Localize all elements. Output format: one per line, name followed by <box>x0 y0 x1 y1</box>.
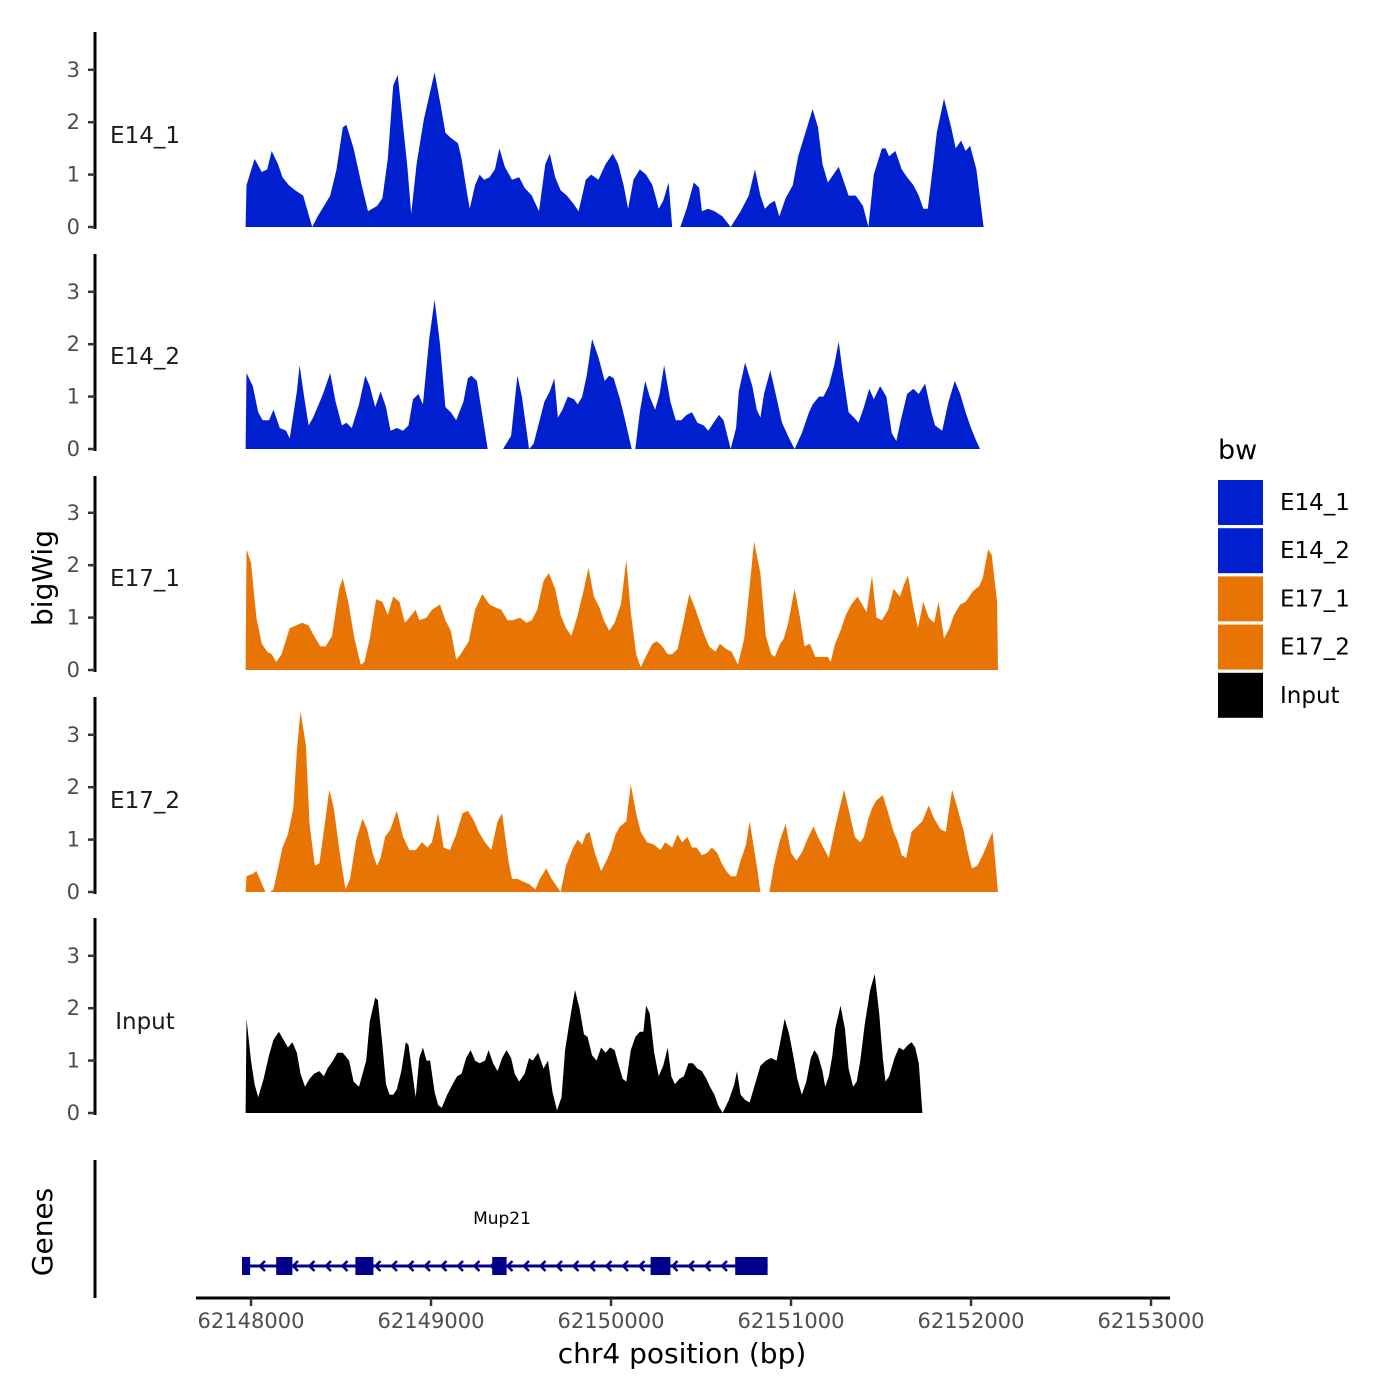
strand-arrow <box>621 1260 629 1272</box>
strand-arrow <box>439 1260 448 1272</box>
x-axis: 62148000 62149000 62150000 62151000 62152000… <box>196 1296 1205 1333</box>
strand-arrow <box>670 1260 679 1272</box>
track-e17-2: 0 1 2 3 E17_2 <box>67 697 999 904</box>
strand-arrow <box>324 1260 332 1272</box>
y-tick-label: 3 <box>67 58 80 82</box>
strand-arrow <box>340 1260 349 1272</box>
exon-block <box>355 1257 374 1275</box>
coverage-area-e17-2 <box>245 711 999 892</box>
strand-arrow <box>406 1260 415 1272</box>
legend: bw E14_1 E14_2 E17_1 E17_2 Input <box>1218 435 1350 718</box>
exon-block <box>276 1257 293 1275</box>
y-tick-label: 1 <box>67 385 80 409</box>
legend-label: E14_1 <box>1280 490 1350 516</box>
y-tick-label: 2 <box>67 996 80 1020</box>
bigwig-tracks: 0 1 2 3 E14_1 0 1 2 3 E14_2 0 1 2 3 E17_1 0 1 2 3 E17_2 0 1 2 3… <box>67 32 999 1125</box>
x-tick-label: 62149000 <box>378 1309 485 1333</box>
strand-arrow <box>472 1260 481 1272</box>
y-tick-label: 0 <box>67 1101 80 1125</box>
strand-arrow <box>720 1260 728 1272</box>
y-tick-label: 0 <box>67 880 80 904</box>
x-tick-label: 62151000 <box>738 1309 845 1333</box>
x-tick-label: 62150000 <box>558 1309 665 1333</box>
track-label: Input <box>115 1009 175 1035</box>
gene-mup21: Mup21 <box>242 1209 768 1275</box>
coverage-area-input <box>245 974 923 1113</box>
y-axis-title: bigWig <box>26 530 59 626</box>
gene-label: Mup21 <box>473 1209 531 1229</box>
strand-arrow <box>291 1260 299 1272</box>
y-tick-label: 3 <box>67 723 80 747</box>
y-tick-label: 2 <box>67 332 80 356</box>
track-label: E17_1 <box>110 566 180 592</box>
x-axis-title: chr4 position (bp) <box>558 1337 807 1370</box>
y-tick-label: 1 <box>67 828 80 852</box>
strand-arrow <box>522 1260 530 1272</box>
exon-block <box>492 1257 507 1275</box>
exon-block <box>650 1257 671 1275</box>
strand-arrow <box>555 1260 563 1272</box>
strand-arrow <box>538 1260 547 1272</box>
strand-arrow <box>373 1260 382 1272</box>
legend-swatch-e14-2 <box>1218 528 1263 574</box>
y-tick-label: 1 <box>67 1049 80 1073</box>
strand-arrow <box>588 1260 596 1272</box>
y-tick-label: 1 <box>67 606 80 630</box>
strand-arrow <box>604 1260 613 1272</box>
strand-arrow <box>456 1260 464 1272</box>
y-tick-label: 0 <box>67 215 80 239</box>
genes-axis-title: Genes <box>26 1188 59 1276</box>
legend-swatch-e14-1 <box>1218 480 1263 525</box>
y-tick-label: 2 <box>67 110 80 134</box>
coverage-area-e17-1 <box>245 541 999 670</box>
track-e14-2: 0 1 2 3 E14_2 <box>67 254 981 461</box>
gene-track: Mup21 <box>93 1160 768 1298</box>
legend-swatch-e17-2 <box>1218 624 1263 670</box>
track-label: E17_2 <box>110 788 180 814</box>
strand-arrow <box>505 1260 514 1272</box>
strand-arrow <box>687 1260 695 1272</box>
legend-label: Input <box>1280 683 1340 709</box>
strand-arrow <box>390 1260 398 1272</box>
x-tick-label: 62148000 <box>198 1309 305 1333</box>
y-tick-label: 2 <box>67 553 80 577</box>
legend-label: E17_1 <box>1280 586 1350 612</box>
y-tick-label: 3 <box>67 280 80 304</box>
legend-title: bw <box>1218 435 1257 466</box>
exon-block <box>735 1257 768 1275</box>
track-e17-1: 0 1 2 3 E17_1 <box>67 476 999 682</box>
coverage-area-e14-2 <box>245 299 981 449</box>
strand-arrow <box>307 1260 316 1272</box>
strand-arrow <box>258 1260 266 1272</box>
y-tick-label: 0 <box>67 437 80 461</box>
legend-label: E14_2 <box>1280 538 1350 564</box>
track-e14-1: 0 1 2 3 E14_1 <box>67 32 984 239</box>
y-tick-label: 0 <box>67 658 80 682</box>
track-label: E14_1 <box>110 123 180 149</box>
legend-swatch-input <box>1218 672 1263 718</box>
y-tick-label: 2 <box>67 775 80 799</box>
exon-block <box>242 1257 251 1275</box>
x-tick-label: 62153000 <box>1098 1309 1205 1333</box>
x-tick-label: 62152000 <box>918 1309 1025 1333</box>
coverage-area-e14-1 <box>245 72 984 228</box>
track-label: E14_2 <box>110 344 180 370</box>
strand-arrow <box>423 1260 431 1272</box>
legend-swatch-e17-1 <box>1218 576 1263 622</box>
y-tick-label: 1 <box>67 163 80 187</box>
strand-arrow <box>703 1260 712 1272</box>
legend-label: E17_2 <box>1280 635 1350 661</box>
strand-arrow <box>637 1260 646 1272</box>
y-tick-label: 3 <box>67 501 80 525</box>
y-tick-label: 3 <box>67 944 80 968</box>
track-input: 0 1 2 3 Input <box>67 918 923 1125</box>
strand-arrow <box>571 1260 580 1272</box>
